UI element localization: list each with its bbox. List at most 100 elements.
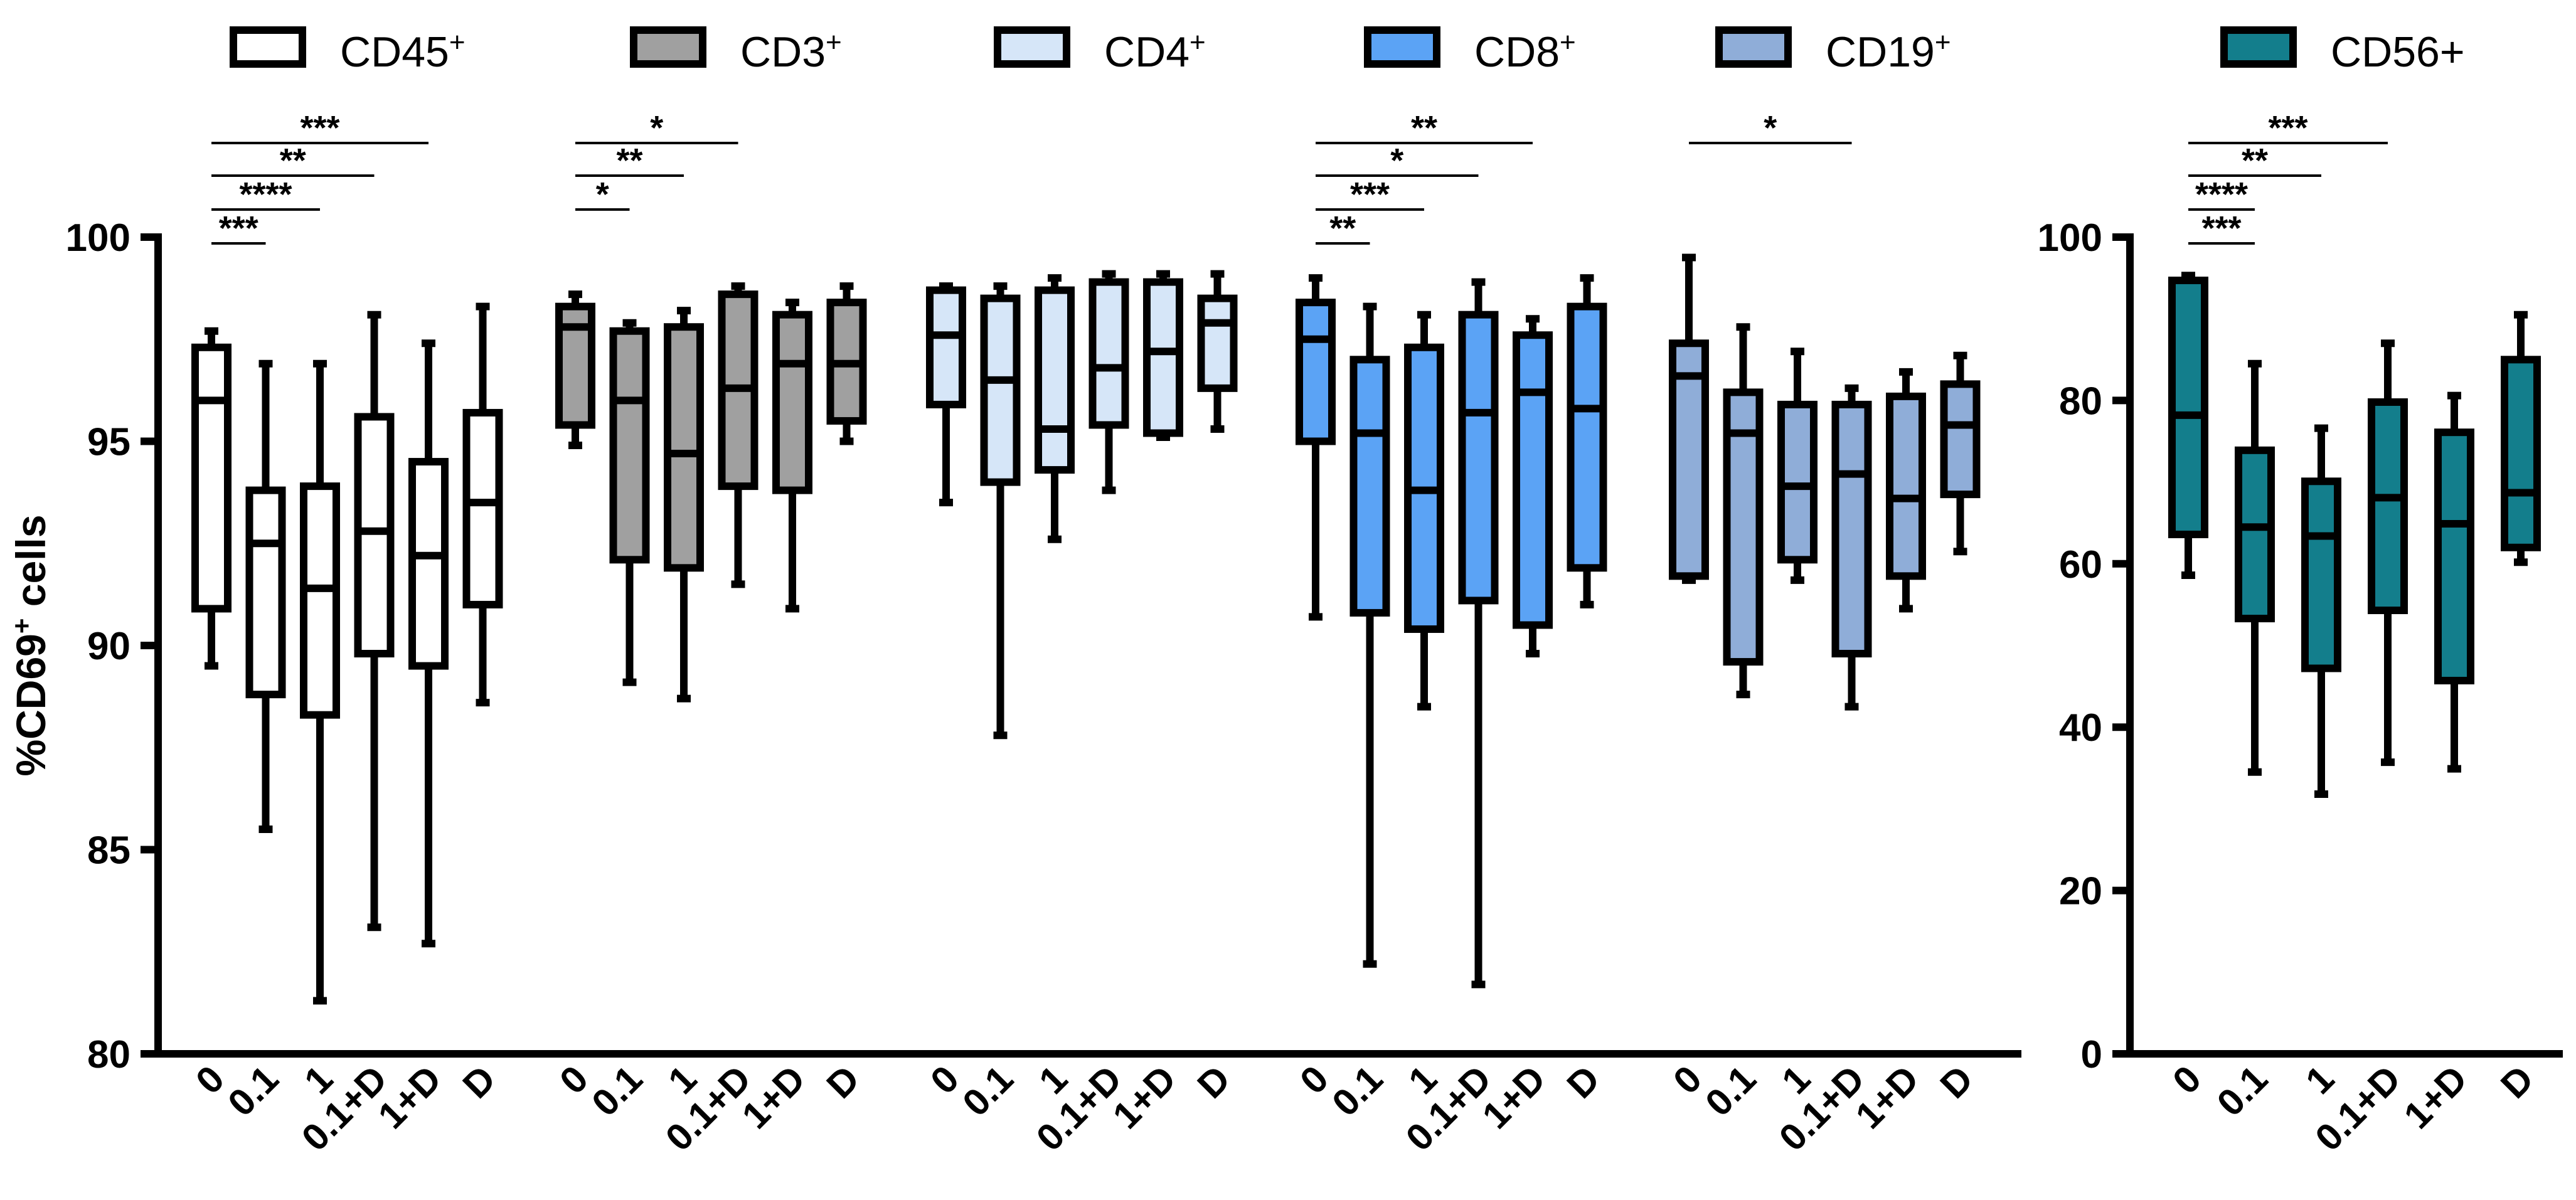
box-iqr xyxy=(1143,278,1183,437)
significance-label: ** xyxy=(1411,109,1437,147)
x-tick-label: 0.1 xyxy=(583,1058,650,1124)
box-iqr xyxy=(1197,294,1238,392)
box-iqr xyxy=(1886,392,1926,580)
x-tick-label: 0.1 xyxy=(1697,1058,1764,1124)
box-cd4-0-1plusd xyxy=(1088,270,1129,494)
box-cd45-d xyxy=(462,302,503,707)
box-iqr xyxy=(462,408,503,608)
legend-label: CD19+ xyxy=(1826,27,1951,77)
box-cd45-1 xyxy=(300,359,340,1005)
series-cd4: 00.1 10.1+D1+D D xyxy=(922,270,1238,1159)
box-cd19-1 xyxy=(1777,348,1818,584)
significance-label: ** xyxy=(616,142,642,179)
box-iqr xyxy=(664,323,704,572)
box-iqr xyxy=(2301,477,2341,672)
box-iqr xyxy=(2368,398,2408,615)
x-tick-label: D xyxy=(819,1058,868,1107)
box-iqr xyxy=(609,327,650,564)
y-axis-title: %CD69+ cells xyxy=(7,514,55,776)
box-cd19-d xyxy=(1940,351,1981,556)
box-iqr xyxy=(191,343,232,613)
significance-label: *** xyxy=(1350,176,1390,213)
box-iqr xyxy=(1723,388,1764,666)
box-cd45-0 xyxy=(191,327,232,670)
x-tick-label: 1+D xyxy=(1474,1058,1553,1137)
box-cd3-0-1plusd xyxy=(718,282,758,588)
y-tick-label: 85 xyxy=(87,829,130,873)
box-cd19-0-1 xyxy=(1723,323,1764,699)
box-cd8-d xyxy=(1567,274,1607,608)
legend-label: CD8+ xyxy=(1474,27,1576,77)
legend: CD45+ CD3+ CD4+ CD8+ CD19+ CD56+ xyxy=(230,26,2465,77)
legend-swatch xyxy=(1364,26,1440,68)
box-cd56plus-1 xyxy=(2301,424,2341,798)
box-iqr xyxy=(980,294,1021,486)
box-cd4-d xyxy=(1197,270,1238,433)
box-cd3-1 xyxy=(664,307,704,703)
box-iqr xyxy=(245,486,286,699)
significance-label: ** xyxy=(2242,142,2268,179)
significance-label: **** xyxy=(2195,176,2248,213)
box-iqr xyxy=(1940,380,1981,499)
box-iqr xyxy=(1777,400,1818,564)
y-tick-label: 80 xyxy=(87,1033,130,1076)
box-cd3-0-1 xyxy=(609,319,650,686)
box-iqr xyxy=(1513,331,1553,629)
box-cd19-0-1plusd xyxy=(1831,384,1872,711)
x-tick-label: 1+D xyxy=(2396,1058,2475,1137)
x-tick-label: 0.1 xyxy=(220,1058,286,1124)
significance-label: **** xyxy=(239,176,292,213)
box-iqr xyxy=(2168,277,2208,538)
legend-label: CD3+ xyxy=(740,27,842,77)
significance-label: *** xyxy=(2268,109,2307,147)
box-iqr xyxy=(300,482,340,719)
box-iqr xyxy=(1349,356,1390,617)
box-cd4-0 xyxy=(926,282,966,507)
legend-swatch xyxy=(1715,26,1792,68)
box-iqr xyxy=(2434,428,2474,684)
series-cd45: 00.1 10.1+D1+D D************ xyxy=(188,109,503,1159)
legend-label: CD45+ xyxy=(340,27,466,77)
box-cd45-0-1 xyxy=(245,359,286,833)
box-cd8-0 xyxy=(1296,274,1336,621)
significance-label: * xyxy=(1764,109,1777,147)
legend-item-cd56plus: CD56+ xyxy=(2220,26,2465,76)
x-tick-label: 0 xyxy=(2164,1058,2209,1102)
box-cd56plus-0-1 xyxy=(2235,359,2275,776)
x-tick-label: D xyxy=(1190,1058,1238,1107)
box-cd3-d xyxy=(826,282,867,445)
y-tick-label: 100 xyxy=(2038,216,2102,260)
box-cd19-0 xyxy=(1669,253,1709,584)
x-tick-label: 0.1 xyxy=(1324,1058,1390,1124)
legend-swatch xyxy=(994,26,1070,68)
box-cd45-1plusd xyxy=(408,339,449,948)
x-tick-label: 1+D xyxy=(1105,1058,1184,1137)
y-tick-label: 40 xyxy=(2059,706,2102,750)
box-cd4-0-1 xyxy=(980,282,1021,740)
box-cd8-1 xyxy=(1404,311,1444,711)
box-iqr xyxy=(408,458,449,670)
significance-label: * xyxy=(650,109,663,147)
series-cd56plus: 0 0.1 10.1+D1+D D************ xyxy=(2164,109,2541,1159)
significance-label: *** xyxy=(219,210,258,247)
box-cd4-1 xyxy=(1035,274,1075,543)
box-cd56plus-0 xyxy=(2168,272,2208,580)
significance-label: *** xyxy=(300,109,339,147)
legend-label: CD56+ xyxy=(2331,28,2465,76)
series-cd3: 00.1 10.1+D1+D D**** xyxy=(551,109,867,1159)
x-tick-label: 1+D xyxy=(370,1058,449,1137)
box-iqr xyxy=(1831,400,1872,658)
x-tick-label: 0.1 xyxy=(954,1058,1021,1124)
legend-swatch xyxy=(630,26,706,68)
box-cd8-0-1 xyxy=(1349,302,1390,968)
x-tick-label: D xyxy=(2493,1058,2541,1107)
x-tick-label: D xyxy=(1932,1058,1981,1107)
box-iqr xyxy=(354,413,395,658)
legend-item-cd3: CD3+ xyxy=(630,26,842,77)
significance-label: ** xyxy=(1329,210,1356,247)
x-tick-label: 1+D xyxy=(734,1058,813,1137)
box-cd4-1plusd xyxy=(1143,270,1183,441)
legend-item-cd19: CD19+ xyxy=(1715,26,1951,77)
